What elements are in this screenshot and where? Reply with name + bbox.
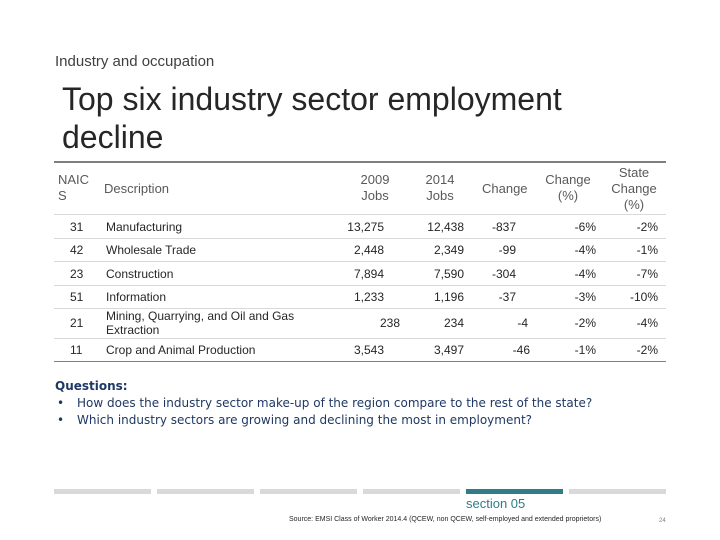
- cell-2009-jobs: 7,894: [353, 267, 384, 281]
- cell-change: -99: [498, 243, 516, 257]
- cell-naics: 42: [70, 243, 84, 257]
- row-divider: [54, 214, 666, 215]
- row-divider: [54, 338, 666, 339]
- col-header-state-change-pct: State Change (%): [611, 165, 657, 212]
- bullet-icon: •: [57, 396, 65, 410]
- cell-change-pct: -2%: [574, 316, 596, 330]
- cell-change: -304: [491, 267, 516, 281]
- section-label: Industry and occupation: [55, 53, 215, 70]
- table-bottom-rule: [54, 361, 666, 362]
- cell-2009-jobs: 13,275: [347, 220, 384, 234]
- cell-2009-jobs: 238: [379, 316, 400, 330]
- cell-naics: 51: [70, 290, 84, 304]
- col-header-naics: NAIC S: [58, 172, 90, 203]
- cell-naics: 11: [70, 343, 83, 357]
- cell-change: -837: [491, 220, 516, 234]
- cell-2014-jobs: 7,590: [433, 267, 464, 281]
- cell-description: Mining, Quarrying, and Oil and Gas Extra…: [106, 309, 295, 337]
- cell-description: Crop and Animal Production: [106, 343, 256, 357]
- cell-state-change-pct: -10%: [629, 290, 658, 304]
- cell-description: Wholesale Trade: [106, 243, 197, 257]
- cell-2014-jobs: 12,438: [427, 220, 464, 234]
- cell-change-pct: -4%: [574, 267, 596, 281]
- cell-change-pct: -3%: [574, 290, 596, 304]
- col-header-2014-jobs: 2014 Jobs: [425, 172, 455, 203]
- cell-2014-jobs: 2,349: [433, 243, 464, 257]
- cell-state-change-pct: -2%: [636, 343, 658, 357]
- section-nav-segment[interactable]: [54, 489, 151, 494]
- section-nav-segment[interactable]: [260, 489, 357, 494]
- page-title: Top six industry sector employment decli…: [62, 81, 562, 155]
- row-divider: [54, 238, 666, 239]
- cell-description: Information: [106, 290, 167, 304]
- cell-2009-jobs: 3,543: [353, 343, 384, 357]
- section-nav-segment-active[interactable]: [466, 489, 563, 494]
- cell-state-change-pct: -1%: [636, 243, 658, 257]
- questions-block: Questions: • How does the industry sector…: [55, 378, 592, 429]
- bullet-icon: •: [57, 413, 65, 427]
- col-header-2009-jobs: 2009 Jobs: [360, 172, 390, 203]
- cell-2014-jobs: 3,497: [433, 343, 464, 357]
- cell-change: -46: [512, 343, 530, 357]
- cell-description: Manufacturing: [106, 220, 183, 234]
- cell-naics: 31: [70, 220, 84, 234]
- cell-2009-jobs: 1,233: [353, 290, 384, 304]
- section-nav-segment[interactable]: [569, 489, 666, 494]
- cell-change-pct: -6%: [574, 220, 596, 234]
- row-divider: [54, 308, 666, 309]
- cell-2009-jobs: 2,448: [353, 243, 384, 257]
- section-nav-segment[interactable]: [363, 489, 460, 494]
- cell-change-pct: -1%: [574, 343, 596, 357]
- cell-description: Construction: [106, 267, 174, 281]
- row-divider: [54, 285, 666, 286]
- col-header-description: Description: [104, 181, 170, 196]
- cell-naics: 23: [70, 267, 84, 281]
- question-text: How does the industry sector make-up of …: [77, 396, 593, 410]
- col-header-change: Change: [482, 181, 528, 196]
- cell-state-change-pct: -4%: [636, 316, 658, 330]
- cell-change: -37: [498, 290, 516, 304]
- cell-2014-jobs: 1,196: [433, 290, 464, 304]
- cell-naics: 21: [70, 316, 84, 330]
- section-number: section 05: [466, 496, 526, 511]
- cell-change-pct: -4%: [574, 243, 596, 257]
- cell-2014-jobs: 234: [443, 316, 464, 330]
- cell-change: -4: [517, 316, 528, 330]
- question-item: • How does the industry sector make-up of…: [55, 395, 592, 412]
- questions-heading: Questions:: [55, 379, 128, 393]
- source-note: Source: EMSI Class of Worker 2014.4 (QCE…: [289, 516, 602, 523]
- col-header-change-pct: Change (%): [545, 172, 591, 203]
- section-nav-segment[interactable]: [157, 489, 254, 494]
- question-text: Which industry sectors are growing and d…: [77, 413, 533, 427]
- table-top-rule: [54, 161, 666, 163]
- question-item: • Which industry sectors are growing and …: [55, 412, 592, 429]
- page-number: 24: [659, 518, 666, 524]
- cell-state-change-pct: -7%: [636, 267, 658, 281]
- cell-state-change-pct: -2%: [636, 220, 658, 234]
- row-divider: [54, 261, 666, 262]
